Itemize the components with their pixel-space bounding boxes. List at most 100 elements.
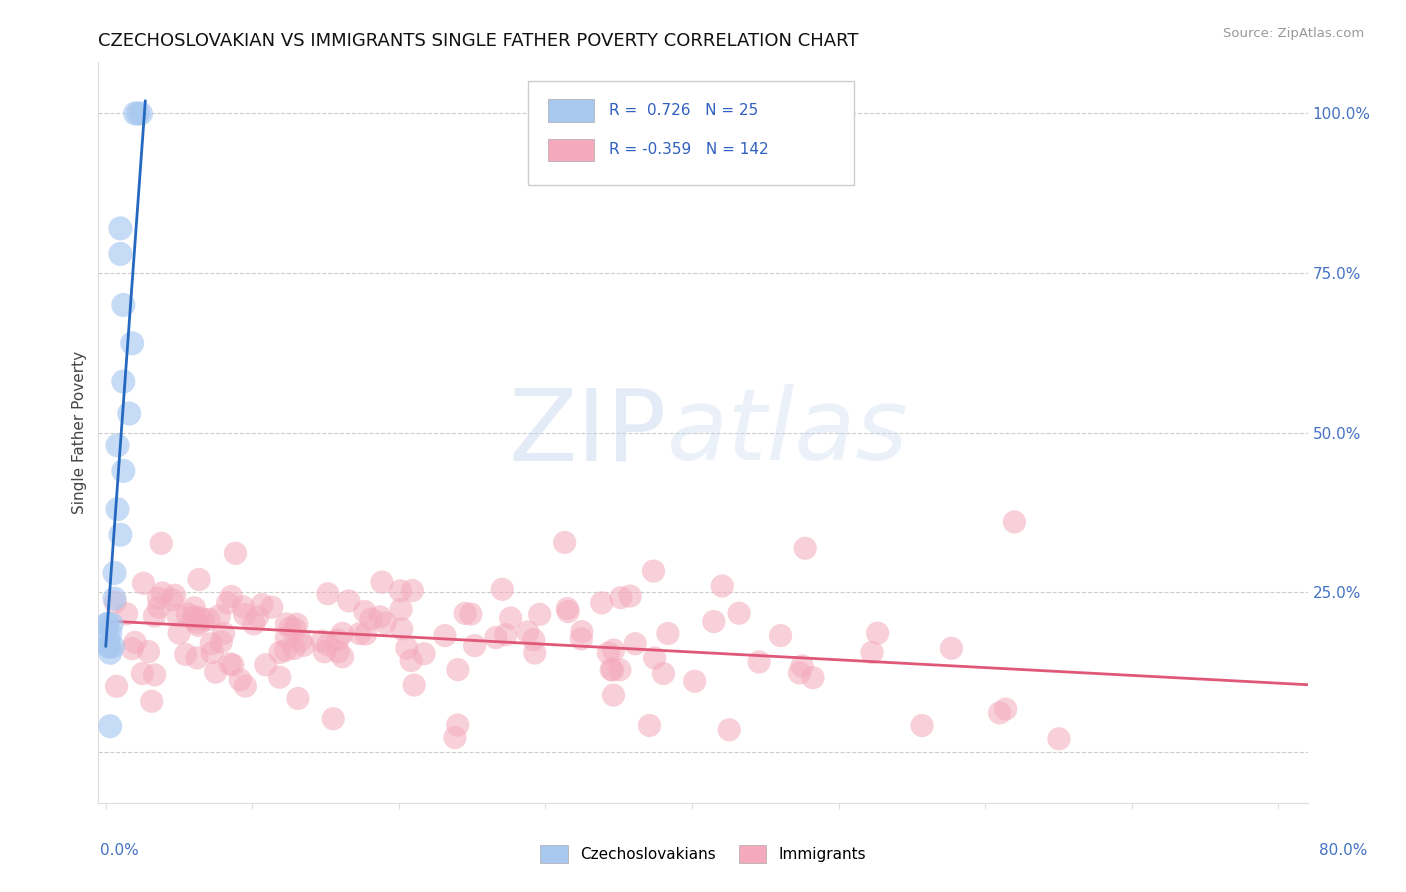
Point: [143, 609, 166, 624]
Point: [389, 583, 412, 598]
Point: [118, 407, 141, 421]
Point: [516, 624, 538, 639]
Point: [217, 596, 239, 610]
Point: [150, 586, 173, 600]
Point: [444, 731, 467, 745]
Point: [683, 674, 706, 689]
Point: [110, 527, 132, 541]
Point: [110, 247, 132, 261]
Point: [354, 627, 377, 641]
Point: [609, 663, 631, 677]
Point: [212, 626, 235, 640]
Point: [98, 646, 121, 660]
Point: [337, 594, 360, 608]
Point: [322, 712, 344, 726]
Point: [148, 600, 170, 615]
Point: [557, 605, 579, 619]
Point: [404, 678, 426, 692]
Point: [150, 536, 173, 550]
Point: [332, 649, 354, 664]
Point: [555, 601, 578, 615]
Point: [718, 723, 741, 737]
Point: [657, 626, 679, 640]
Point: [260, 600, 283, 615]
Point: [183, 600, 205, 615]
Legend: Czechoslovakians, Immigrants: Czechoslovakians, Immigrants: [534, 839, 872, 869]
Point: [499, 611, 522, 625]
Point: [193, 612, 215, 626]
Point: [600, 663, 623, 677]
Point: [276, 631, 298, 645]
Point: [208, 608, 231, 623]
Point: [233, 607, 256, 622]
Point: [460, 607, 482, 621]
Point: [413, 647, 436, 661]
Point: [201, 646, 224, 660]
Point: [314, 645, 336, 659]
Point: [994, 702, 1017, 716]
Point: [790, 659, 813, 673]
Text: 80.0%: 80.0%: [1319, 843, 1367, 858]
Point: [433, 629, 456, 643]
Point: [269, 645, 291, 659]
Point: [107, 438, 129, 452]
Point: [148, 591, 170, 606]
FancyBboxPatch shape: [527, 81, 855, 185]
Point: [454, 607, 477, 621]
Point: [287, 691, 309, 706]
Point: [316, 638, 339, 652]
Point: [250, 598, 273, 612]
Point: [96, 617, 118, 632]
Point: [769, 629, 792, 643]
Point: [941, 641, 963, 656]
Point: [254, 657, 277, 672]
Point: [269, 670, 291, 684]
Point: [276, 617, 298, 632]
Point: [204, 665, 226, 680]
Point: [619, 589, 641, 603]
Point: [711, 579, 734, 593]
Point: [107, 502, 129, 516]
Point: [988, 706, 1011, 720]
Point: [97, 640, 120, 654]
Point: [112, 298, 135, 312]
Point: [224, 546, 246, 560]
Text: R =  0.726   N = 25: R = 0.726 N = 25: [609, 103, 758, 118]
Point: [292, 638, 315, 652]
Point: [143, 668, 166, 682]
Point: [866, 626, 889, 640]
Point: [229, 673, 252, 687]
Point: [389, 602, 412, 616]
Point: [374, 615, 396, 630]
Text: atlas: atlas: [666, 384, 908, 481]
Point: [789, 665, 811, 680]
Point: [167, 626, 190, 640]
Point: [188, 573, 211, 587]
Point: [278, 621, 301, 635]
Point: [219, 657, 242, 671]
Point: [523, 632, 546, 647]
Point: [100, 617, 122, 632]
Point: [131, 666, 153, 681]
Point: [311, 634, 333, 648]
Text: Source: ZipAtlas.com: Source: ZipAtlas.com: [1223, 27, 1364, 40]
Point: [285, 617, 308, 632]
Point: [391, 622, 413, 636]
Point: [163, 588, 186, 602]
Point: [330, 626, 353, 640]
Point: [96, 617, 118, 632]
Point: [353, 605, 375, 619]
Bar: [548, 99, 595, 121]
Point: [124, 106, 146, 120]
Point: [97, 640, 120, 654]
Text: ZIP: ZIP: [509, 384, 666, 481]
Point: [221, 590, 243, 604]
Point: [447, 718, 470, 732]
Point: [644, 651, 666, 665]
Point: [127, 106, 149, 120]
Point: [105, 679, 128, 693]
Text: CZECHOSLOVAKIAN VS IMMIGRANTS SINGLE FATHER POVERTY CORRELATION CHART: CZECHOSLOVAKIAN VS IMMIGRANTS SINGLE FAT…: [98, 32, 859, 50]
Point: [232, 599, 254, 614]
Point: [186, 651, 208, 665]
Point: [112, 464, 135, 478]
